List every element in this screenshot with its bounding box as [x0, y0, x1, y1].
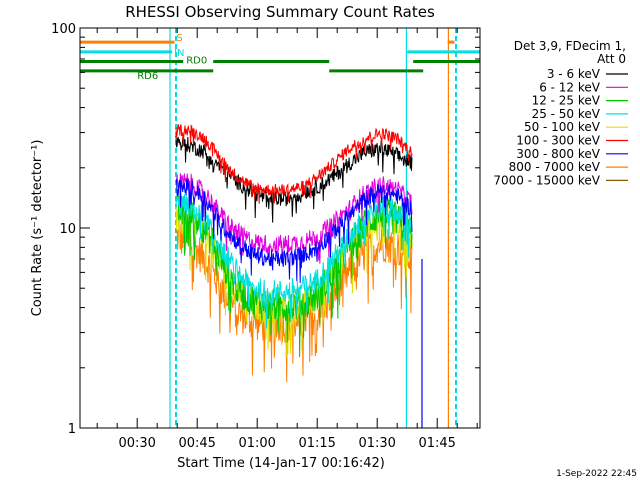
x-tick-label: 00:45	[178, 436, 215, 451]
y-axis-label: Count Rate (s⁻¹ detector⁻¹)	[30, 140, 45, 317]
flag-in-label: IN	[174, 48, 184, 59]
x-tick-label: 01:30	[358, 436, 395, 451]
series-line	[175, 177, 413, 283]
legend-entry: 300 - 800 keV	[516, 147, 600, 161]
series-25-50-kev	[175, 193, 413, 329]
flag-rd6-label: RD6	[137, 71, 158, 82]
chart-title: RHESSI Observing Summary Count Rates	[125, 3, 435, 21]
legend-entry: 800 - 7000 keV	[509, 160, 601, 174]
flag-rd0-label: RD0	[186, 55, 207, 66]
flag-s-label: S	[176, 33, 182, 44]
x-tick-label: 01:15	[298, 436, 335, 451]
legend-header: Att 0	[597, 52, 626, 66]
series-100-300-kev	[175, 124, 413, 204]
legend-entry: 6 - 12 keV	[539, 80, 601, 94]
legend-header: Det 3,9, FDecim 1,	[514, 39, 626, 53]
plot-frame	[79, 27, 481, 429]
legend-entry: 12 - 25 keV	[532, 94, 601, 108]
legend-entry: 25 - 50 keV	[532, 107, 601, 121]
y-tick-label: 10	[59, 222, 76, 237]
footer-date: 1-Sep-2022 22:45	[556, 469, 637, 479]
x-tick-label: 01:45	[418, 436, 455, 451]
legend-entry: 3 - 6 keV	[547, 67, 601, 81]
y-tick-label: 100	[51, 22, 76, 37]
x-axis-label: Start Time (14-Jan-17 00:16:42)	[177, 456, 385, 471]
y-tick-label: 1	[68, 422, 76, 437]
series-line	[175, 135, 413, 223]
series-3-6-kev	[175, 135, 413, 223]
legend-entry: 7000 - 15000 keV	[493, 173, 600, 187]
legend-entry: 100 - 300 keV	[516, 134, 600, 148]
legend-entry: 50 - 100 keV	[524, 120, 601, 134]
x-tick-label: 00:30	[118, 436, 155, 451]
series-line	[175, 124, 413, 204]
axes: 1 10 100 00:30 00:45 01:00 01:15 01:30 01:45	[51, 22, 480, 451]
series-line	[175, 193, 413, 329]
series-300-800-kev	[175, 177, 413, 283]
x-tick-label: 01:00	[238, 436, 275, 451]
